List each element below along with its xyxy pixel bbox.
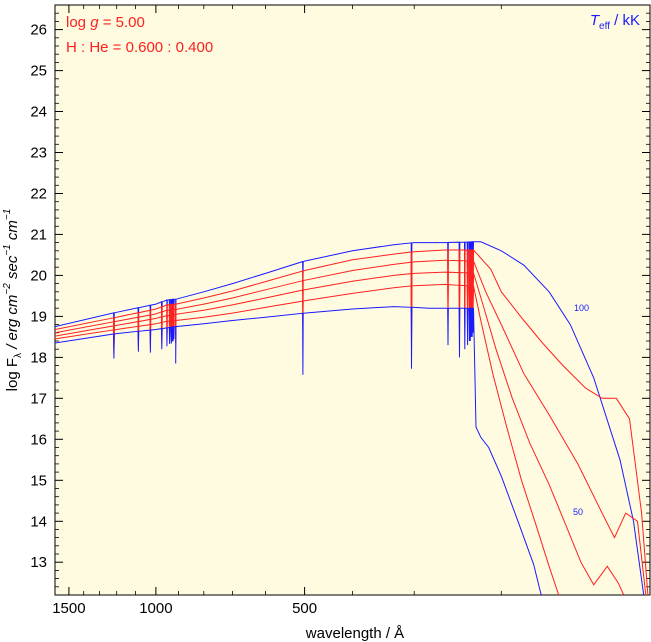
teff-legend: Teff / kK	[590, 12, 640, 32]
y-tick-label: 16	[30, 431, 47, 448]
y-tick-label: 25	[30, 63, 47, 80]
logg-annotation: log g = 5.00	[66, 14, 145, 31]
series-label-hot: 100	[574, 303, 589, 313]
y-tick-label: 22	[30, 186, 47, 203]
y-tick-label: 15	[30, 472, 47, 489]
y-tick-label: 21	[30, 226, 47, 243]
y-tick-label: 24	[30, 104, 47, 121]
composition-annotation: H : He = 0.600 : 0.400	[66, 39, 213, 56]
x-tick-label: 500	[292, 600, 317, 617]
y-tick-label: 18	[30, 349, 47, 366]
axis-tick-labels: 13 14 15 16 17 18 19 20 21 22 23 24 25 26 1500 1000 500	[30, 22, 317, 617]
series-line	[55, 306, 542, 595]
y-tick-label: 13	[30, 554, 47, 571]
axis-ticks	[54, 4, 651, 596]
x-tick-label: 1500	[52, 600, 85, 617]
y-axis-label: log Fλ / erg cm−2 sec−1 cm−1	[2, 209, 24, 392]
y-tick-label: 14	[30, 513, 47, 530]
x-tick-label: 1000	[139, 600, 172, 617]
plot-area	[54, 4, 651, 596]
y-tick-label: 17	[30, 390, 47, 407]
y-tick-label: 26	[30, 22, 47, 39]
y-tick-label: 23	[30, 145, 47, 162]
y-tick-label: 20	[30, 267, 47, 284]
x-axis-label: wavelength / Å	[305, 625, 404, 642]
y-tick-label: 19	[30, 308, 47, 325]
series-layer	[55, 241, 649, 595]
series-label-cool: 50	[573, 507, 583, 517]
